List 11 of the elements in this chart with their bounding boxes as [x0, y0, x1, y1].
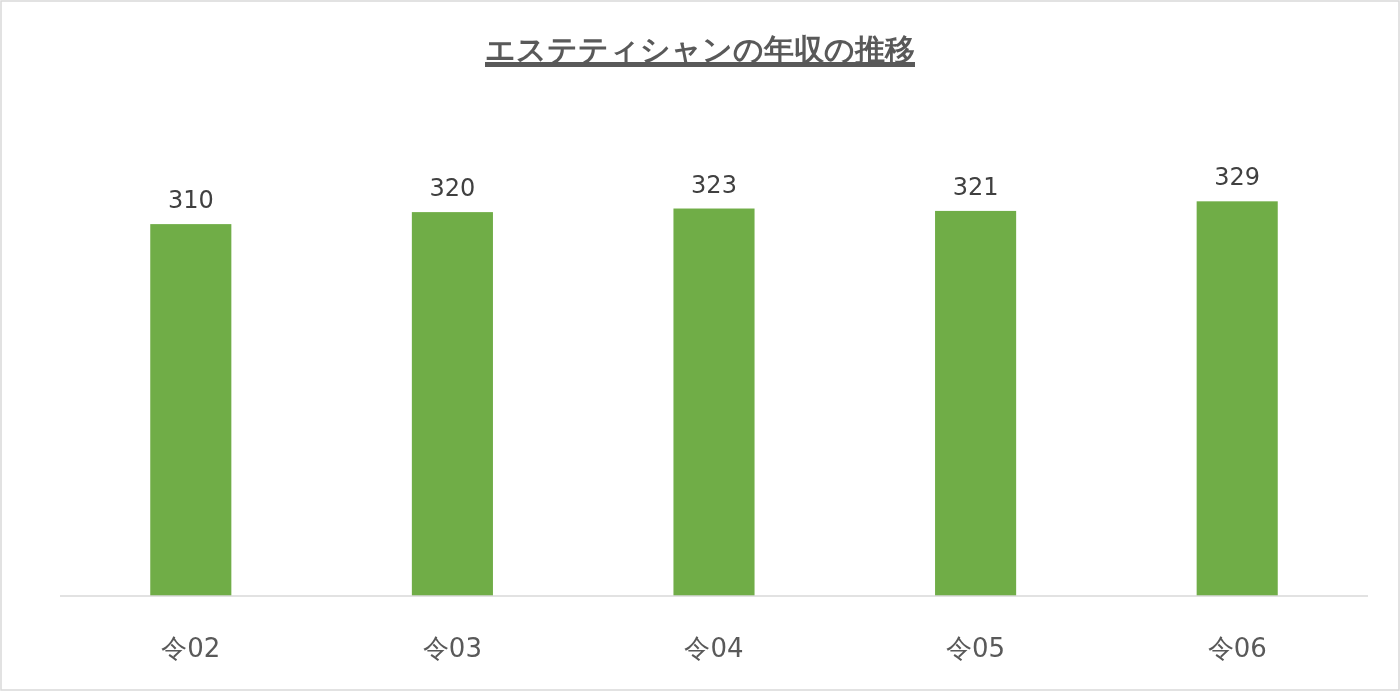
data-label: 321 — [952, 172, 999, 201]
data-label: 329 — [1214, 163, 1261, 192]
data-label: 320 — [429, 174, 476, 203]
x-tick-label: 令05 — [946, 633, 1006, 663]
x-tick-label: 令04 — [684, 633, 744, 663]
x-tick-label: 令02 — [161, 633, 221, 663]
x-tick-label: 令06 — [1207, 633, 1267, 663]
data-label: 323 — [691, 170, 737, 199]
chart-title: エステティシャンの年収の推移 — [485, 32, 915, 67]
data-label: 310 — [167, 186, 214, 215]
x-tick-label: 令03 — [422, 633, 482, 663]
